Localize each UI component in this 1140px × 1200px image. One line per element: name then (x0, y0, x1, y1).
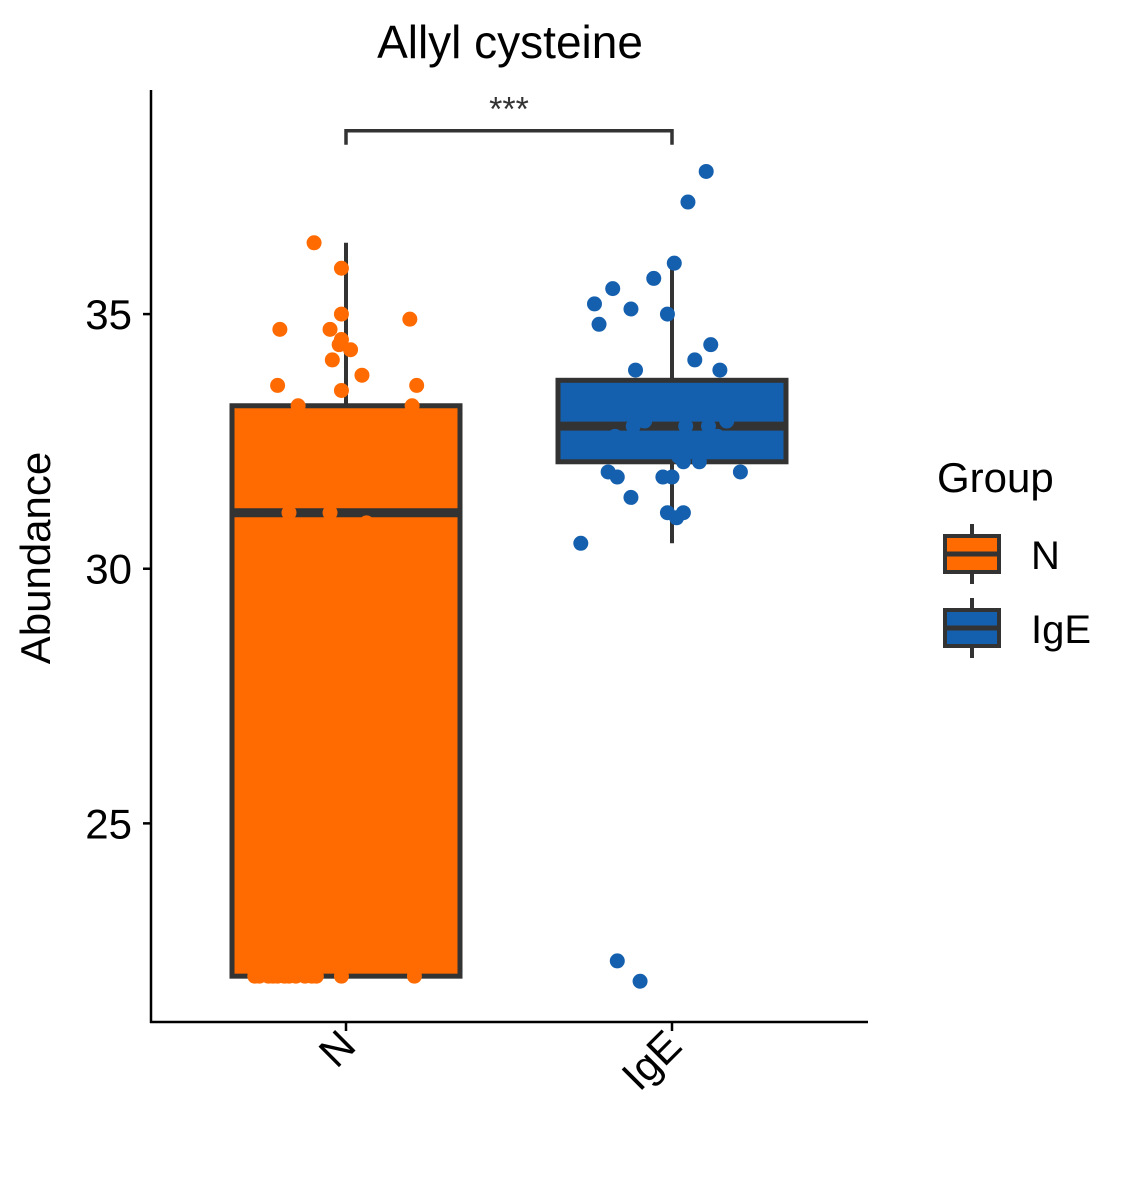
data-point-n (256, 489, 272, 505)
y-tick-label: 30 (85, 546, 132, 593)
legend-item-n: N (943, 524, 1060, 584)
legend-label: N (1031, 534, 1060, 578)
data-point-n (272, 321, 288, 337)
data-point-ige (653, 439, 669, 455)
data-point-n (281, 505, 297, 521)
data-point-n (343, 342, 359, 358)
data-point-ige (646, 270, 662, 286)
data-point-ige (586, 296, 602, 312)
legend-title: Group (937, 454, 1054, 501)
data-point-n (306, 235, 322, 251)
data-point-n (290, 398, 306, 414)
data-point-n (333, 968, 349, 984)
data-point-ige (609, 953, 625, 969)
data-point-n (409, 377, 425, 393)
data-point-ige (719, 413, 735, 429)
box-group-ige (555, 163, 789, 989)
data-point-ige (623, 301, 639, 317)
data-point-ige (675, 454, 691, 470)
plot-area (229, 163, 789, 989)
data-point-ige (664, 469, 680, 485)
data-point-n (333, 306, 349, 322)
significance-label: *** (489, 91, 529, 129)
y-tick-label: 35 (85, 291, 132, 338)
significance-line (344, 128, 674, 145)
data-point-ige (678, 418, 694, 434)
data-point-n (260, 439, 276, 455)
y-ticks: 25 30 35 (85, 291, 151, 847)
data-point-n (308, 968, 324, 984)
data-point-ige (691, 454, 707, 470)
data-point-ige (698, 163, 714, 179)
data-point-n (333, 332, 349, 348)
data-point-ige (625, 418, 641, 434)
box-ige (555, 377, 789, 465)
significance-bracket: *** (344, 91, 674, 145)
chart-title: Allyl cysteine (377, 16, 643, 68)
data-point-n (247, 525, 263, 541)
data-point-n (354, 367, 370, 383)
data-point-n (324, 352, 340, 368)
data-point-ige (591, 316, 607, 332)
data-point-ige (703, 337, 719, 353)
data-point-n (404, 398, 420, 414)
legend: Group N IgE (937, 454, 1091, 658)
data-point-n (406, 968, 422, 984)
data-point-ige (675, 505, 691, 521)
data-point-n (270, 377, 286, 393)
data-point-ige (605, 281, 621, 297)
data-point-n (322, 321, 338, 337)
x-tick-label: N (310, 1021, 365, 1076)
data-point-ige (628, 362, 644, 378)
data-point-ige (732, 464, 748, 480)
data-point-ige (748, 433, 764, 449)
y-axis-label: Abundance (12, 452, 59, 665)
data-point-ige (632, 973, 648, 989)
data-point-ige (637, 413, 653, 429)
data-point-ige (623, 489, 639, 505)
data-point-ige (710, 428, 726, 444)
data-point-n (260, 556, 276, 572)
legend-item-ige: IgE (943, 598, 1091, 658)
legend-entries: N IgE (943, 524, 1091, 658)
data-point-ige (712, 362, 728, 378)
data-point-n (359, 515, 375, 531)
data-point-ige (573, 535, 589, 551)
y-tick-label: 25 (85, 800, 132, 847)
x-tick-label: IgE (613, 1021, 691, 1099)
data-point-n (402, 311, 418, 327)
data-point-ige (609, 469, 625, 485)
data-point-n (333, 260, 349, 276)
data-point-n (322, 505, 338, 521)
data-point-ige (666, 255, 682, 271)
data-point-ige (680, 194, 696, 210)
box-group-n (229, 235, 463, 984)
data-point-ige (687, 352, 703, 368)
data-point-ige (700, 418, 716, 434)
x-ticks: N IgE (310, 1021, 691, 1099)
data-point-n (333, 382, 349, 398)
data-point-ige (659, 306, 675, 322)
legend-label: IgE (1031, 608, 1091, 652)
data-point-ige (607, 428, 623, 444)
